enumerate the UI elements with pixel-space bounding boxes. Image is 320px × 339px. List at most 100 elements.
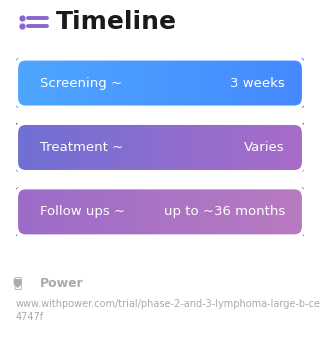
Bar xyxy=(238,187,239,237)
Bar xyxy=(246,123,248,172)
Bar xyxy=(292,58,293,108)
Bar xyxy=(271,123,273,172)
Bar xyxy=(183,123,184,172)
Bar xyxy=(22,123,23,172)
Bar xyxy=(226,58,228,108)
Bar xyxy=(69,58,70,108)
Bar xyxy=(225,123,227,172)
Bar xyxy=(55,58,57,108)
Bar xyxy=(173,187,175,237)
Bar xyxy=(143,123,144,172)
Bar xyxy=(279,58,280,108)
Bar xyxy=(92,123,93,172)
Bar xyxy=(24,58,25,108)
Bar xyxy=(135,123,136,172)
Bar xyxy=(120,58,121,108)
Bar xyxy=(59,123,60,172)
Bar xyxy=(248,187,250,237)
Bar xyxy=(257,58,258,108)
Bar xyxy=(161,187,162,237)
Bar xyxy=(269,58,271,108)
Bar xyxy=(151,187,153,237)
Bar xyxy=(219,187,220,237)
Bar xyxy=(76,123,77,172)
Bar xyxy=(149,58,151,108)
Bar xyxy=(244,187,246,237)
Bar xyxy=(159,123,160,172)
Bar xyxy=(72,187,73,237)
Bar xyxy=(243,58,244,108)
Bar xyxy=(251,58,252,108)
Bar xyxy=(102,58,104,108)
Bar xyxy=(78,58,80,108)
Bar xyxy=(194,58,195,108)
Bar xyxy=(80,58,82,108)
Bar xyxy=(52,58,53,108)
Bar xyxy=(220,187,222,237)
Bar xyxy=(16,58,17,108)
Bar xyxy=(141,58,142,108)
Bar xyxy=(256,123,257,172)
Bar xyxy=(112,58,113,108)
Bar xyxy=(183,187,184,237)
Bar xyxy=(53,58,55,108)
Bar xyxy=(127,58,129,108)
Bar xyxy=(260,187,261,237)
Bar xyxy=(106,58,108,108)
Bar xyxy=(235,58,236,108)
Bar xyxy=(299,58,300,108)
Bar xyxy=(91,123,92,172)
Bar xyxy=(303,58,304,108)
Bar xyxy=(38,123,39,172)
Bar xyxy=(303,123,304,172)
Bar xyxy=(47,58,48,108)
Bar xyxy=(289,58,290,108)
Bar xyxy=(179,123,180,172)
Bar xyxy=(30,123,32,172)
Bar xyxy=(20,187,21,237)
Bar xyxy=(272,58,274,108)
Bar xyxy=(247,123,249,172)
Bar xyxy=(281,58,282,108)
Bar xyxy=(151,123,153,172)
Bar xyxy=(139,187,140,237)
Bar xyxy=(45,123,46,172)
Bar xyxy=(298,187,300,237)
Bar xyxy=(185,58,186,108)
Bar xyxy=(236,123,237,172)
Bar xyxy=(303,187,304,237)
Bar xyxy=(297,123,299,172)
Bar xyxy=(129,58,131,108)
Bar xyxy=(50,123,51,172)
Bar xyxy=(195,187,196,237)
Bar xyxy=(188,187,189,237)
Bar xyxy=(292,187,293,237)
Bar xyxy=(25,58,26,108)
Bar xyxy=(210,123,211,172)
Bar xyxy=(172,58,174,108)
Bar xyxy=(210,58,211,108)
Bar xyxy=(202,123,204,172)
Bar xyxy=(201,187,203,237)
Bar xyxy=(196,123,197,172)
Bar xyxy=(48,123,49,172)
Bar xyxy=(18,58,19,108)
Bar xyxy=(123,58,124,108)
Bar xyxy=(137,58,138,108)
Bar xyxy=(84,187,85,237)
Bar xyxy=(45,187,46,237)
Bar xyxy=(182,187,183,237)
Bar xyxy=(203,123,204,172)
Bar xyxy=(10,172,17,178)
Bar xyxy=(264,123,265,172)
Bar xyxy=(211,187,212,237)
Bar xyxy=(249,187,251,237)
Bar xyxy=(201,58,203,108)
Bar xyxy=(64,187,65,237)
Bar xyxy=(108,58,109,108)
Bar xyxy=(34,123,36,172)
Bar xyxy=(77,123,79,172)
Bar xyxy=(192,123,193,172)
Bar xyxy=(215,187,216,237)
Bar xyxy=(46,187,47,237)
